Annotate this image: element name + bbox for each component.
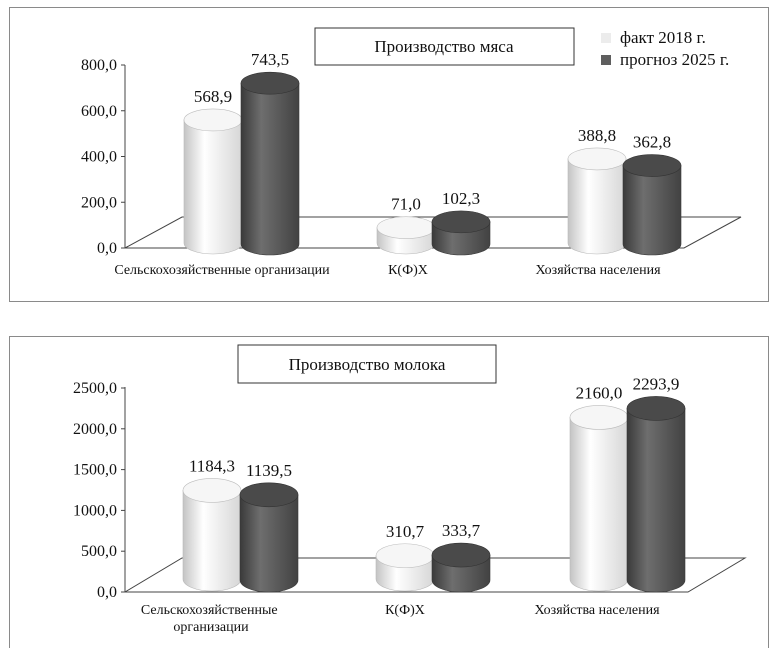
y-tick-label: 400,0 — [81, 149, 117, 166]
meat-chart-bars — [183, 71, 682, 256]
y-tick-label: 2500,0 — [73, 380, 117, 397]
meat-chart-legend: факт 2018 г. прогноз 2025 г. — [601, 28, 729, 69]
meat-chart-title-box — [314, 27, 575, 66]
meat-chart-y-ticks: 0,0 200,0 400,0 600,0 800,0 — [81, 57, 125, 257]
milk-chart-y-ticks: 0,0 500,0 1000,0 1500,0 2000,0 2500,0 — [73, 380, 125, 601]
data-label: 310,7 — [386, 522, 425, 541]
data-label: 362,8 — [633, 133, 671, 152]
y-tick-label: 500,0 — [81, 543, 117, 560]
meat-bar-0-1 — [240, 71, 300, 256]
meat-chart-title: Производство мяса — [374, 37, 514, 56]
meat-bar-1-0 — [376, 216, 436, 255]
meat-cat-label-2: Хозяйства населения — [535, 263, 661, 278]
data-label: 1184,3 — [189, 456, 235, 475]
y-tick-label: 0,0 — [97, 584, 117, 601]
bar-body — [626, 408, 686, 593]
meat-chart: Производство мяса 0,0 200,0 400,0 600,0 800,… — [81, 27, 742, 278]
bar-top — [431, 542, 491, 568]
bar-top — [182, 478, 242, 503]
data-label: 568,9 — [194, 87, 232, 106]
y-tick-label: 600,0 — [81, 103, 117, 120]
data-label: 2293,9 — [633, 374, 680, 393]
y-tick-label: 2000,0 — [73, 421, 117, 438]
meat-bar-1-1 — [431, 210, 491, 256]
milk-cat-label-0a: Сельскохозяйственные организации — [141, 603, 281, 635]
meat-bar-2-0 — [567, 147, 627, 255]
bar-body — [622, 165, 682, 256]
bar-top — [622, 154, 682, 177]
legend-label-forecast: прогноз 2025 г. — [620, 50, 729, 69]
bar-top — [239, 482, 299, 508]
y-tick-label: 200,0 — [81, 194, 117, 211]
bar-top — [376, 216, 436, 239]
meat-chart-floor — [124, 216, 742, 249]
meat-cat-label-0: Сельскохозяйственные организации — [114, 263, 330, 278]
data-label: 333,7 — [442, 521, 481, 540]
bar-body — [183, 119, 243, 255]
meat-chart-data-labels: 568,9 743,5 71,0 102,3 388,8 362,8 — [194, 50, 671, 213]
milk-bar-0-0 — [182, 478, 242, 592]
bar-top — [567, 147, 627, 171]
bar-body — [569, 417, 629, 592]
milk-chart-bars — [182, 396, 686, 593]
bar-body — [240, 82, 300, 256]
milk-chart-title: Производство молока — [289, 355, 446, 374]
milk-cat-label-2: Хозяйства населения — [534, 603, 660, 618]
y-tick-label: 1500,0 — [73, 462, 117, 479]
milk-bar-0-1 — [239, 482, 299, 593]
data-label: 102,3 — [442, 189, 480, 208]
milk-bar-2-1 — [626, 396, 686, 593]
milk-chart-data-labels: 1184,3 1139,5 310,7 333,7 2160,0 2293,9 — [189, 374, 679, 540]
bar-top — [626, 396, 686, 421]
legend-swatch-forecast — [601, 55, 611, 65]
milk-bar-1-1 — [431, 542, 491, 593]
bar-body — [239, 494, 299, 593]
bar-top — [431, 210, 491, 234]
meat-cat-label-1: К(Ф)Х — [388, 263, 428, 278]
milk-chart-floor — [123, 557, 747, 593]
y-tick-label: 1000,0 — [73, 502, 117, 519]
bar-body — [182, 490, 242, 592]
data-label: 1139,5 — [246, 461, 292, 480]
data-label: 388,8 — [578, 126, 616, 145]
milk-cat-label-1: К(Ф)Х — [385, 603, 425, 618]
bar-top — [183, 108, 243, 132]
y-tick-label: 800,0 — [81, 57, 117, 74]
data-label: 743,5 — [251, 50, 289, 69]
bar-top — [569, 405, 629, 430]
milk-bar-1-0 — [375, 543, 435, 592]
data-label: 2160,0 — [576, 383, 623, 402]
bar-body — [567, 158, 627, 255]
data-label: 71,0 — [391, 195, 421, 214]
meat-bar-2-1 — [622, 154, 682, 256]
bar-top — [375, 543, 435, 569]
bar-top — [240, 71, 300, 95]
y-tick-label: 0,0 — [97, 240, 117, 257]
milk-chart-title-box — [237, 344, 497, 384]
milk-bar-2-0 — [569, 405, 629, 592]
legend-label-fact: факт 2018 г. — [620, 28, 706, 47]
milk-chart: Производство молока 0,0 500,0 1000,0 1500,0… — [73, 344, 747, 635]
legend-swatch-fact — [601, 33, 611, 43]
meat-bar-0-0 — [183, 108, 243, 255]
